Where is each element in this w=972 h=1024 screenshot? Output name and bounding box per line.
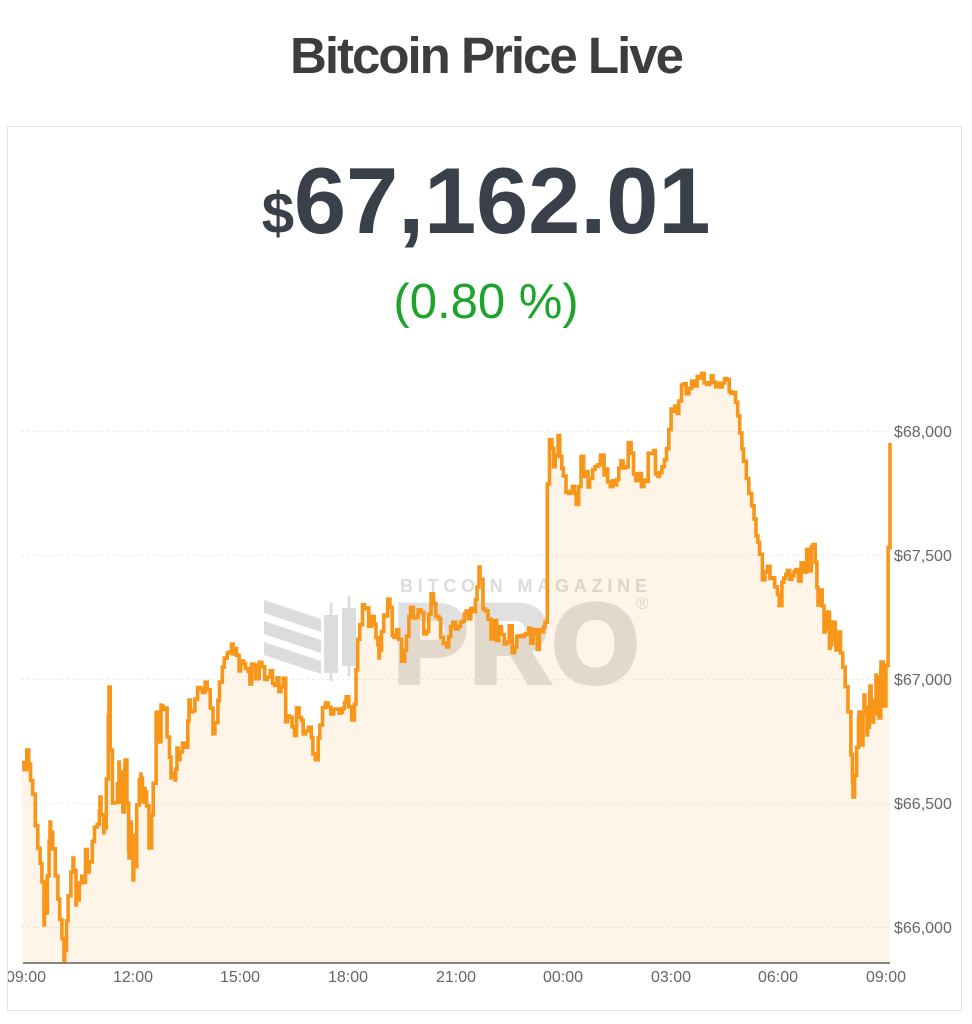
svg-text:BITCOIN MAGAZINE: BITCOIN MAGAZINE bbox=[400, 576, 652, 596]
svg-text:$67,500: $67,500 bbox=[894, 548, 952, 565]
svg-text:$68,000: $68,000 bbox=[894, 424, 952, 441]
svg-text:®: ® bbox=[636, 594, 649, 613]
svg-text:03:00: 03:00 bbox=[651, 969, 691, 986]
svg-text:00:00: 00:00 bbox=[543, 969, 583, 986]
svg-text:09:00: 09:00 bbox=[866, 969, 906, 986]
svg-text:09:00: 09:00 bbox=[8, 969, 46, 986]
svg-text:12:00: 12:00 bbox=[113, 969, 153, 986]
svg-text:$66,500: $66,500 bbox=[894, 796, 952, 813]
svg-text:$66,000: $66,000 bbox=[894, 920, 952, 937]
svg-text:06:00: 06:00 bbox=[758, 969, 798, 986]
svg-text:21:00: 21:00 bbox=[436, 969, 476, 986]
svg-text:15:00: 15:00 bbox=[220, 969, 260, 986]
svg-text:18:00: 18:00 bbox=[328, 969, 368, 986]
svg-text:$67,000: $67,000 bbox=[894, 672, 952, 689]
